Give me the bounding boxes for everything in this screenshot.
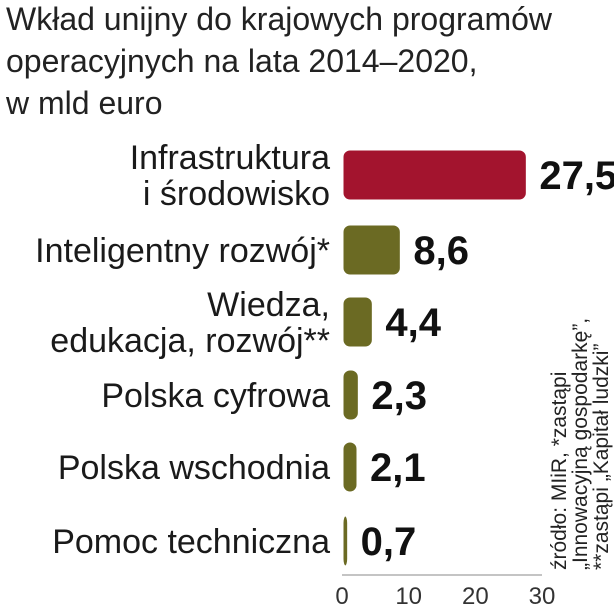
source-note-line: „Innowacyjną gospodarkę”, [569,318,592,570]
chart-title-line: w mld euro [5,85,163,121]
chart-title-line: Wkład unijny do krajowych programów [6,1,553,37]
source-note: źródło: MIiR, *zastąpi„Innowacyjną gospo… [548,318,613,570]
value-label: 2,1 [370,446,426,490]
chart-title-line: operacyjnych na lata 2014–2020, [6,43,477,79]
source-note-line: **zastąpi „Kapitał ludzki” [590,344,613,570]
value-label: 0,7 [361,520,417,564]
category-label: i środowisko [143,175,330,213]
bar [342,149,527,201]
category-label: Wiedza, [207,286,330,324]
category-label: Inteligentny rozwój* [35,232,330,270]
x-tick-label: 30 [529,583,556,610]
value-label: 4,4 [385,301,441,345]
x-tick-label: 0 [335,583,348,610]
category-label: Infrastruktura [130,139,330,177]
category-label: edukacja, rozwój** [50,322,330,360]
bar [342,296,373,348]
category-label: Polska wschodnia [58,449,330,487]
bar [342,515,349,567]
value-label: 2,3 [371,374,427,418]
bar [342,441,358,493]
x-tick-label: 20 [462,583,489,610]
value-label: 27,5 [539,154,614,198]
source-note-line: źródło: MIiR, *zastąpi [548,372,571,570]
value-label: 8,6 [413,229,469,273]
category-label: Polska cyfrowa [101,377,330,415]
bar [342,369,359,421]
bar [342,224,401,276]
x-tick-label: 10 [395,583,422,610]
category-label: Pomoc techniczna [52,523,330,561]
